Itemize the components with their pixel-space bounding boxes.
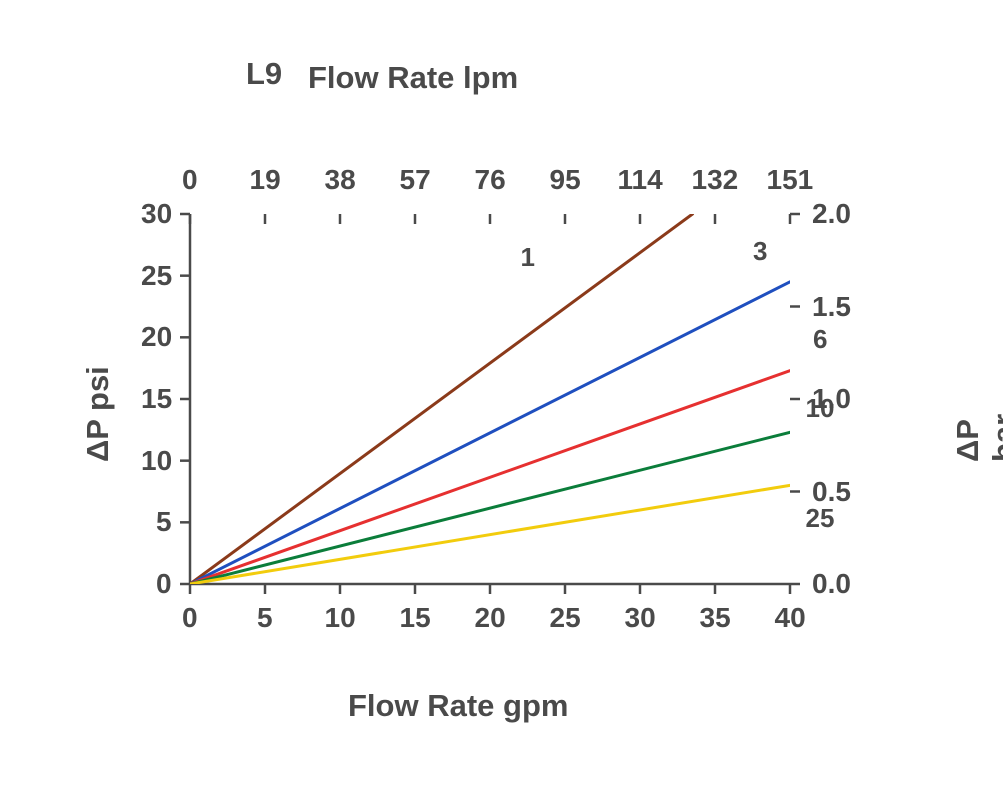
x-bottom-tick-label: 35 <box>700 602 731 634</box>
y-left-tick-label: 15 <box>141 383 172 415</box>
x-top-tick-label: 19 <box>250 164 281 196</box>
y-left-tick-label: 10 <box>141 445 172 477</box>
y-left-tick-label: 0 <box>156 568 172 600</box>
series-label: 3 <box>753 236 767 267</box>
x-top-tick-label: 57 <box>400 164 431 196</box>
y-right-tick-label: 0.0 <box>812 568 851 600</box>
x-bottom-tick-label: 20 <box>475 602 506 634</box>
series-label: 1 <box>521 242 535 273</box>
y-left-tick-label: 25 <box>141 260 172 292</box>
x-bottom-tick-label: 5 <box>257 602 273 634</box>
x-bottom-tick-label: 25 <box>550 602 581 634</box>
x-bottom-tick-label: 10 <box>325 602 356 634</box>
x-top-tick-label: 95 <box>550 164 581 196</box>
x-bottom-tick-label: 15 <box>400 602 431 634</box>
x-top-tick-label: 0 <box>182 164 198 196</box>
chart-container: L9 Flow Rate lpm Flow Rate gpm ΔP psi ΔP… <box>0 0 1003 786</box>
x-bottom-tick-label: 40 <box>775 602 806 634</box>
series-label: 10 <box>806 393 835 424</box>
x-bottom-tick-label: 0 <box>182 602 198 634</box>
y-right-tick-label: 1.5 <box>812 291 851 323</box>
y-left-tick-label: 20 <box>141 321 172 353</box>
y-left-tick-label: 5 <box>156 506 172 538</box>
x-top-tick-label: 151 <box>767 164 814 196</box>
series-label: 6 <box>813 324 827 355</box>
x-bottom-tick-label: 30 <box>625 602 656 634</box>
x-top-tick-label: 132 <box>692 164 739 196</box>
y-left-tick-label: 30 <box>141 198 172 230</box>
x-top-tick-label: 38 <box>325 164 356 196</box>
y-right-tick-label: 2.0 <box>812 198 851 230</box>
series-label: 25 <box>806 503 835 534</box>
x-top-tick-label: 114 <box>618 164 663 196</box>
x-top-tick-label: 76 <box>475 164 506 196</box>
